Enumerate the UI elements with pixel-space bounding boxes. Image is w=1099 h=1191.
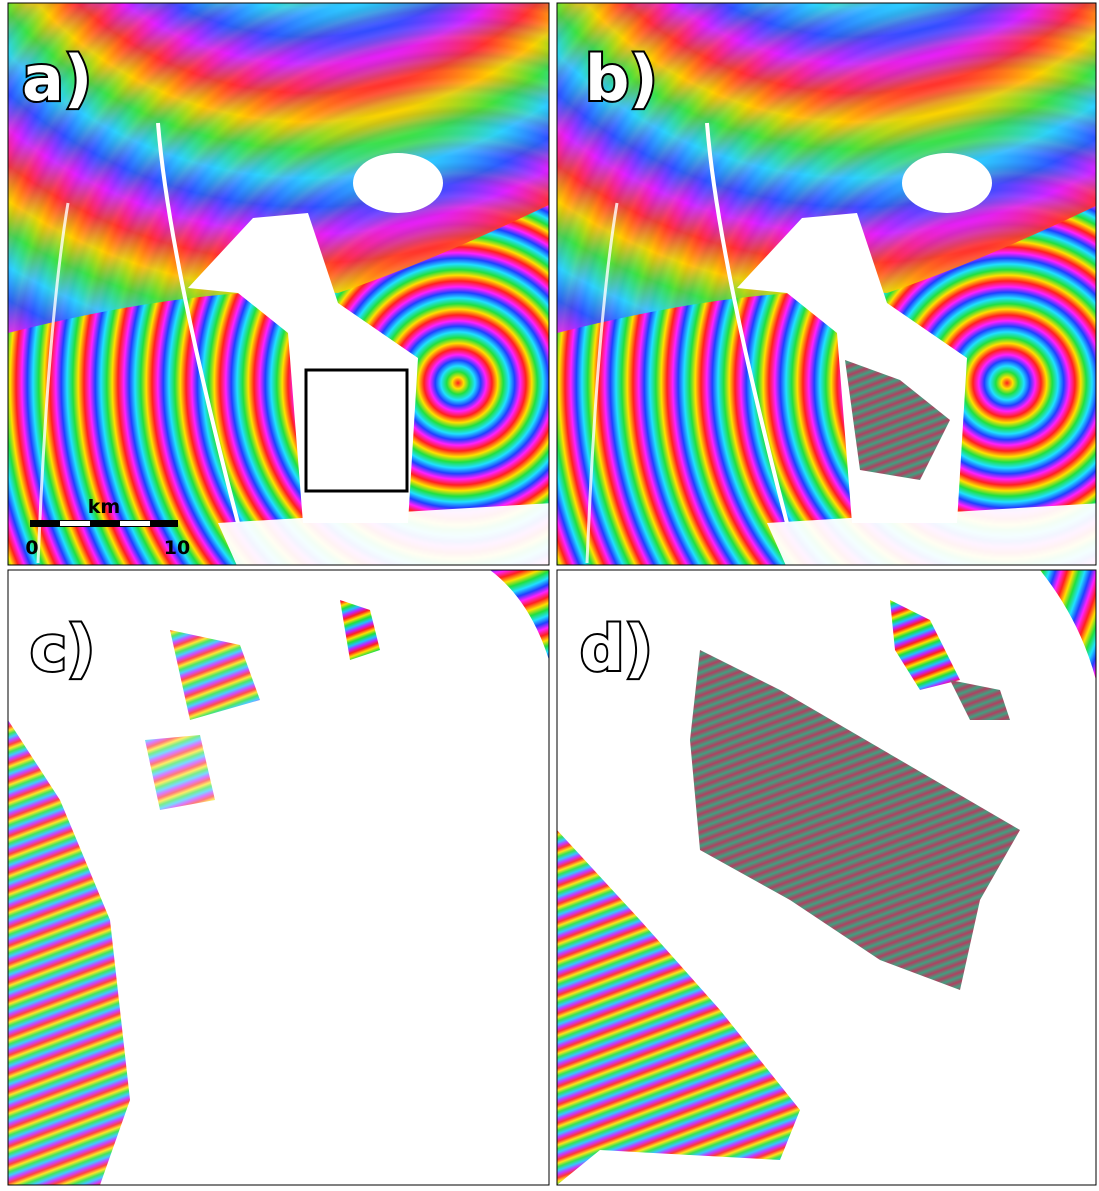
scale-unit: km — [88, 496, 120, 518]
scale-end: 10 — [164, 537, 190, 559]
scale-bar — [30, 520, 178, 527]
panel-label: a) — [22, 42, 92, 115]
panel-label: c) — [30, 612, 95, 685]
figure: km 0 10 a) b) c) d) — [0, 0, 1099, 1187]
panel-label: d) — [580, 612, 653, 685]
scale-start: 0 — [25, 537, 38, 559]
panel-label: b) — [585, 42, 658, 115]
